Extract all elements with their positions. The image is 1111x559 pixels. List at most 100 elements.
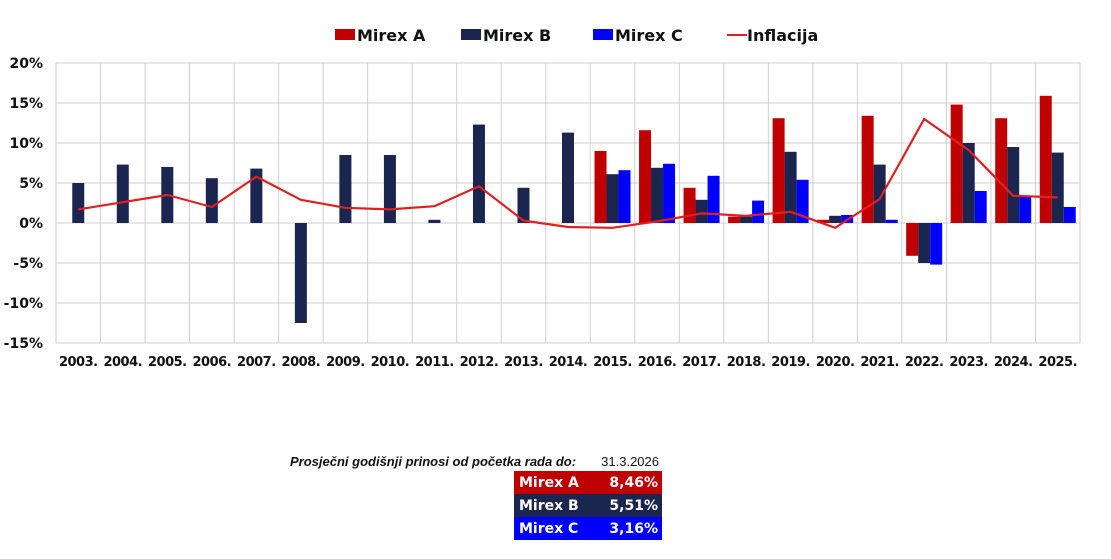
bar-mirex-b-2004: [116, 164, 129, 223]
legend-item-mirex-b: Mirex B: [461, 26, 551, 45]
y-tick-label: 10%: [9, 136, 43, 152]
summary-row-value: 8,46%: [609, 474, 658, 491]
bar-mirex-b-2009: [339, 155, 352, 223]
inflation-line-layer: [78, 117, 1058, 229]
bar-mirex-b-2010: [383, 155, 396, 223]
bar-mirex-c-2016: [663, 163, 676, 223]
x-tick-label: 2011.: [415, 355, 454, 370]
summary-table: Mirex A 8,46% Mirex B 5,51% Mirex C 3,16…: [514, 471, 662, 540]
summary-row-value: 3,16%: [609, 520, 658, 537]
x-tick-label: 2020.: [816, 355, 855, 370]
y-tick-label: 0%: [19, 216, 43, 232]
bar-mirex-b-2013: [517, 187, 530, 223]
average-returns-summary: Prosječni godišnji prinosi od početka ra…: [290, 454, 662, 540]
y-tick-label: -10%: [4, 296, 43, 312]
y-tick-label: -15%: [4, 336, 43, 352]
legend-label: Mirex B: [483, 26, 551, 45]
bar-mirex-c-2018: [752, 200, 765, 223]
x-tick-label: 2015.: [593, 355, 632, 370]
x-axis-ticks: 2003. 2004. 2005. 2006. 2007. 2008. 2009. 2010.…: [59, 355, 1078, 370]
x-tick-label: 2025.: [1038, 355, 1077, 370]
legend-swatch-mirex-b: [461, 29, 481, 40]
bar-mirex-c-2019: [796, 179, 809, 223]
legend-label: Mirex C: [615, 26, 683, 45]
legend-label: Mirex A: [357, 26, 426, 45]
summary-header: Prosječni godišnji prinosi od početka ra…: [290, 454, 662, 471]
bar-mirex-a-2015: [594, 151, 607, 223]
bar-mirex-a-2022: [906, 223, 919, 256]
chart-legend: Mirex A Mirex B Mirex C Inflacija: [335, 26, 818, 45]
bar-mirex-b-2019: [784, 151, 797, 223]
x-tick-label: 2008.: [282, 355, 321, 370]
bar-mirex-b-2015: [606, 174, 619, 223]
legend-label: Inflacija: [747, 26, 818, 45]
summary-row-mirex-a: Mirex A 8,46%: [514, 471, 662, 494]
y-tick-label: 15%: [9, 96, 43, 112]
x-tick-label: 2022.: [905, 355, 944, 370]
bar-mirex-c-2021: [885, 219, 898, 223]
bar-mirex-b-2006: [205, 178, 218, 223]
bar-mirex-b-2016: [651, 167, 664, 223]
summary-row-mirex-c: Mirex C 3,16%: [514, 517, 662, 540]
chart-bars: [72, 95, 1076, 323]
legend-swatch-mirex-a: [335, 29, 355, 40]
bar-mirex-c-2024: [1019, 195, 1032, 223]
legend-item-mirex-a: Mirex A: [335, 26, 426, 45]
bar-mirex-b-2012: [472, 124, 485, 223]
summary-row-label: Mirex C: [519, 520, 579, 537]
x-tick-label: 2007.: [237, 355, 276, 370]
x-tick-label: 2004.: [103, 355, 142, 370]
x-tick-label: 2010.: [371, 355, 410, 370]
bar-mirex-b-2014: [562, 132, 574, 223]
bar-mirex-c-2017: [707, 175, 720, 223]
bar-mirex-b-2017: [695, 199, 708, 223]
x-tick-label: 2019.: [771, 355, 810, 370]
summary-row-label: Mirex B: [519, 497, 579, 514]
y-axis-ticks: 20% 15% 10% 5% 0% -5% -10% -15%: [4, 56, 43, 352]
x-tick-label: 2006.: [193, 355, 232, 370]
bar-mirex-b-2011: [428, 219, 441, 223]
bar-mirex-b-2021: [873, 164, 886, 223]
y-tick-label: -5%: [13, 256, 43, 272]
bar-mirex-a-2019: [772, 118, 785, 223]
bar-mirex-b-2008: [294, 223, 307, 323]
legend-item-inflacija: Inflacija: [727, 26, 818, 45]
legend-swatch-mirex-c: [593, 29, 613, 40]
legend-item-mirex-c: Mirex C: [593, 26, 683, 45]
x-tick-label: 2014.: [549, 355, 588, 370]
bar-mirex-b-2022: [918, 223, 931, 263]
x-tick-label: 2009.: [326, 355, 365, 370]
y-tick-label: 20%: [9, 56, 43, 72]
summary-row-mirex-b: Mirex B 5,51%: [514, 494, 662, 517]
bar-mirex-c-2015: [618, 170, 631, 223]
summary-row-label: Mirex A: [519, 474, 579, 491]
bar-mirex-b-2018: [740, 216, 753, 223]
bar-mirex-c-2023: [974, 191, 987, 223]
bar-mirex-a-2023: [950, 104, 963, 223]
x-tick-label: 2017.: [682, 355, 721, 370]
bar-mirex-b-2024: [1007, 147, 1020, 223]
bar-mirex-c-2025: [1063, 207, 1076, 223]
bar-mirex-c-2022: [930, 223, 943, 265]
bar-mirex-a-2016: [639, 130, 652, 223]
x-tick-label: 2016.: [638, 355, 677, 370]
summary-row-value: 5,51%: [609, 497, 658, 514]
bar-mirex-b-2023: [962, 143, 975, 223]
x-tick-label: 2023.: [949, 355, 988, 370]
bar-mirex-b-2025: [1051, 152, 1064, 223]
summary-title: Prosječni godišnji prinosi od početka ra…: [290, 454, 577, 469]
summary-date: 31.3.2026: [601, 454, 659, 469]
bar-mirex-b-2003: [72, 183, 85, 223]
bar-mirex-b-2007: [250, 168, 263, 223]
y-tick-label: 5%: [19, 176, 43, 192]
x-tick-label: 2012.: [460, 355, 499, 370]
x-tick-label: 2003.: [59, 355, 98, 370]
returns-chart: Mirex A Mirex B Mirex C Inflacija 20% 15% 10%…: [4, 26, 1081, 370]
x-tick-label: 2013.: [504, 355, 543, 370]
bar-mirex-a-2017: [683, 187, 696, 223]
x-tick-label: 2021.: [860, 355, 899, 370]
bar-mirex-b-2020: [829, 215, 842, 223]
bar-mirex-a-2024: [995, 118, 1008, 223]
x-tick-label: 2005.: [148, 355, 187, 370]
bar-mirex-a-2025: [1039, 95, 1052, 223]
